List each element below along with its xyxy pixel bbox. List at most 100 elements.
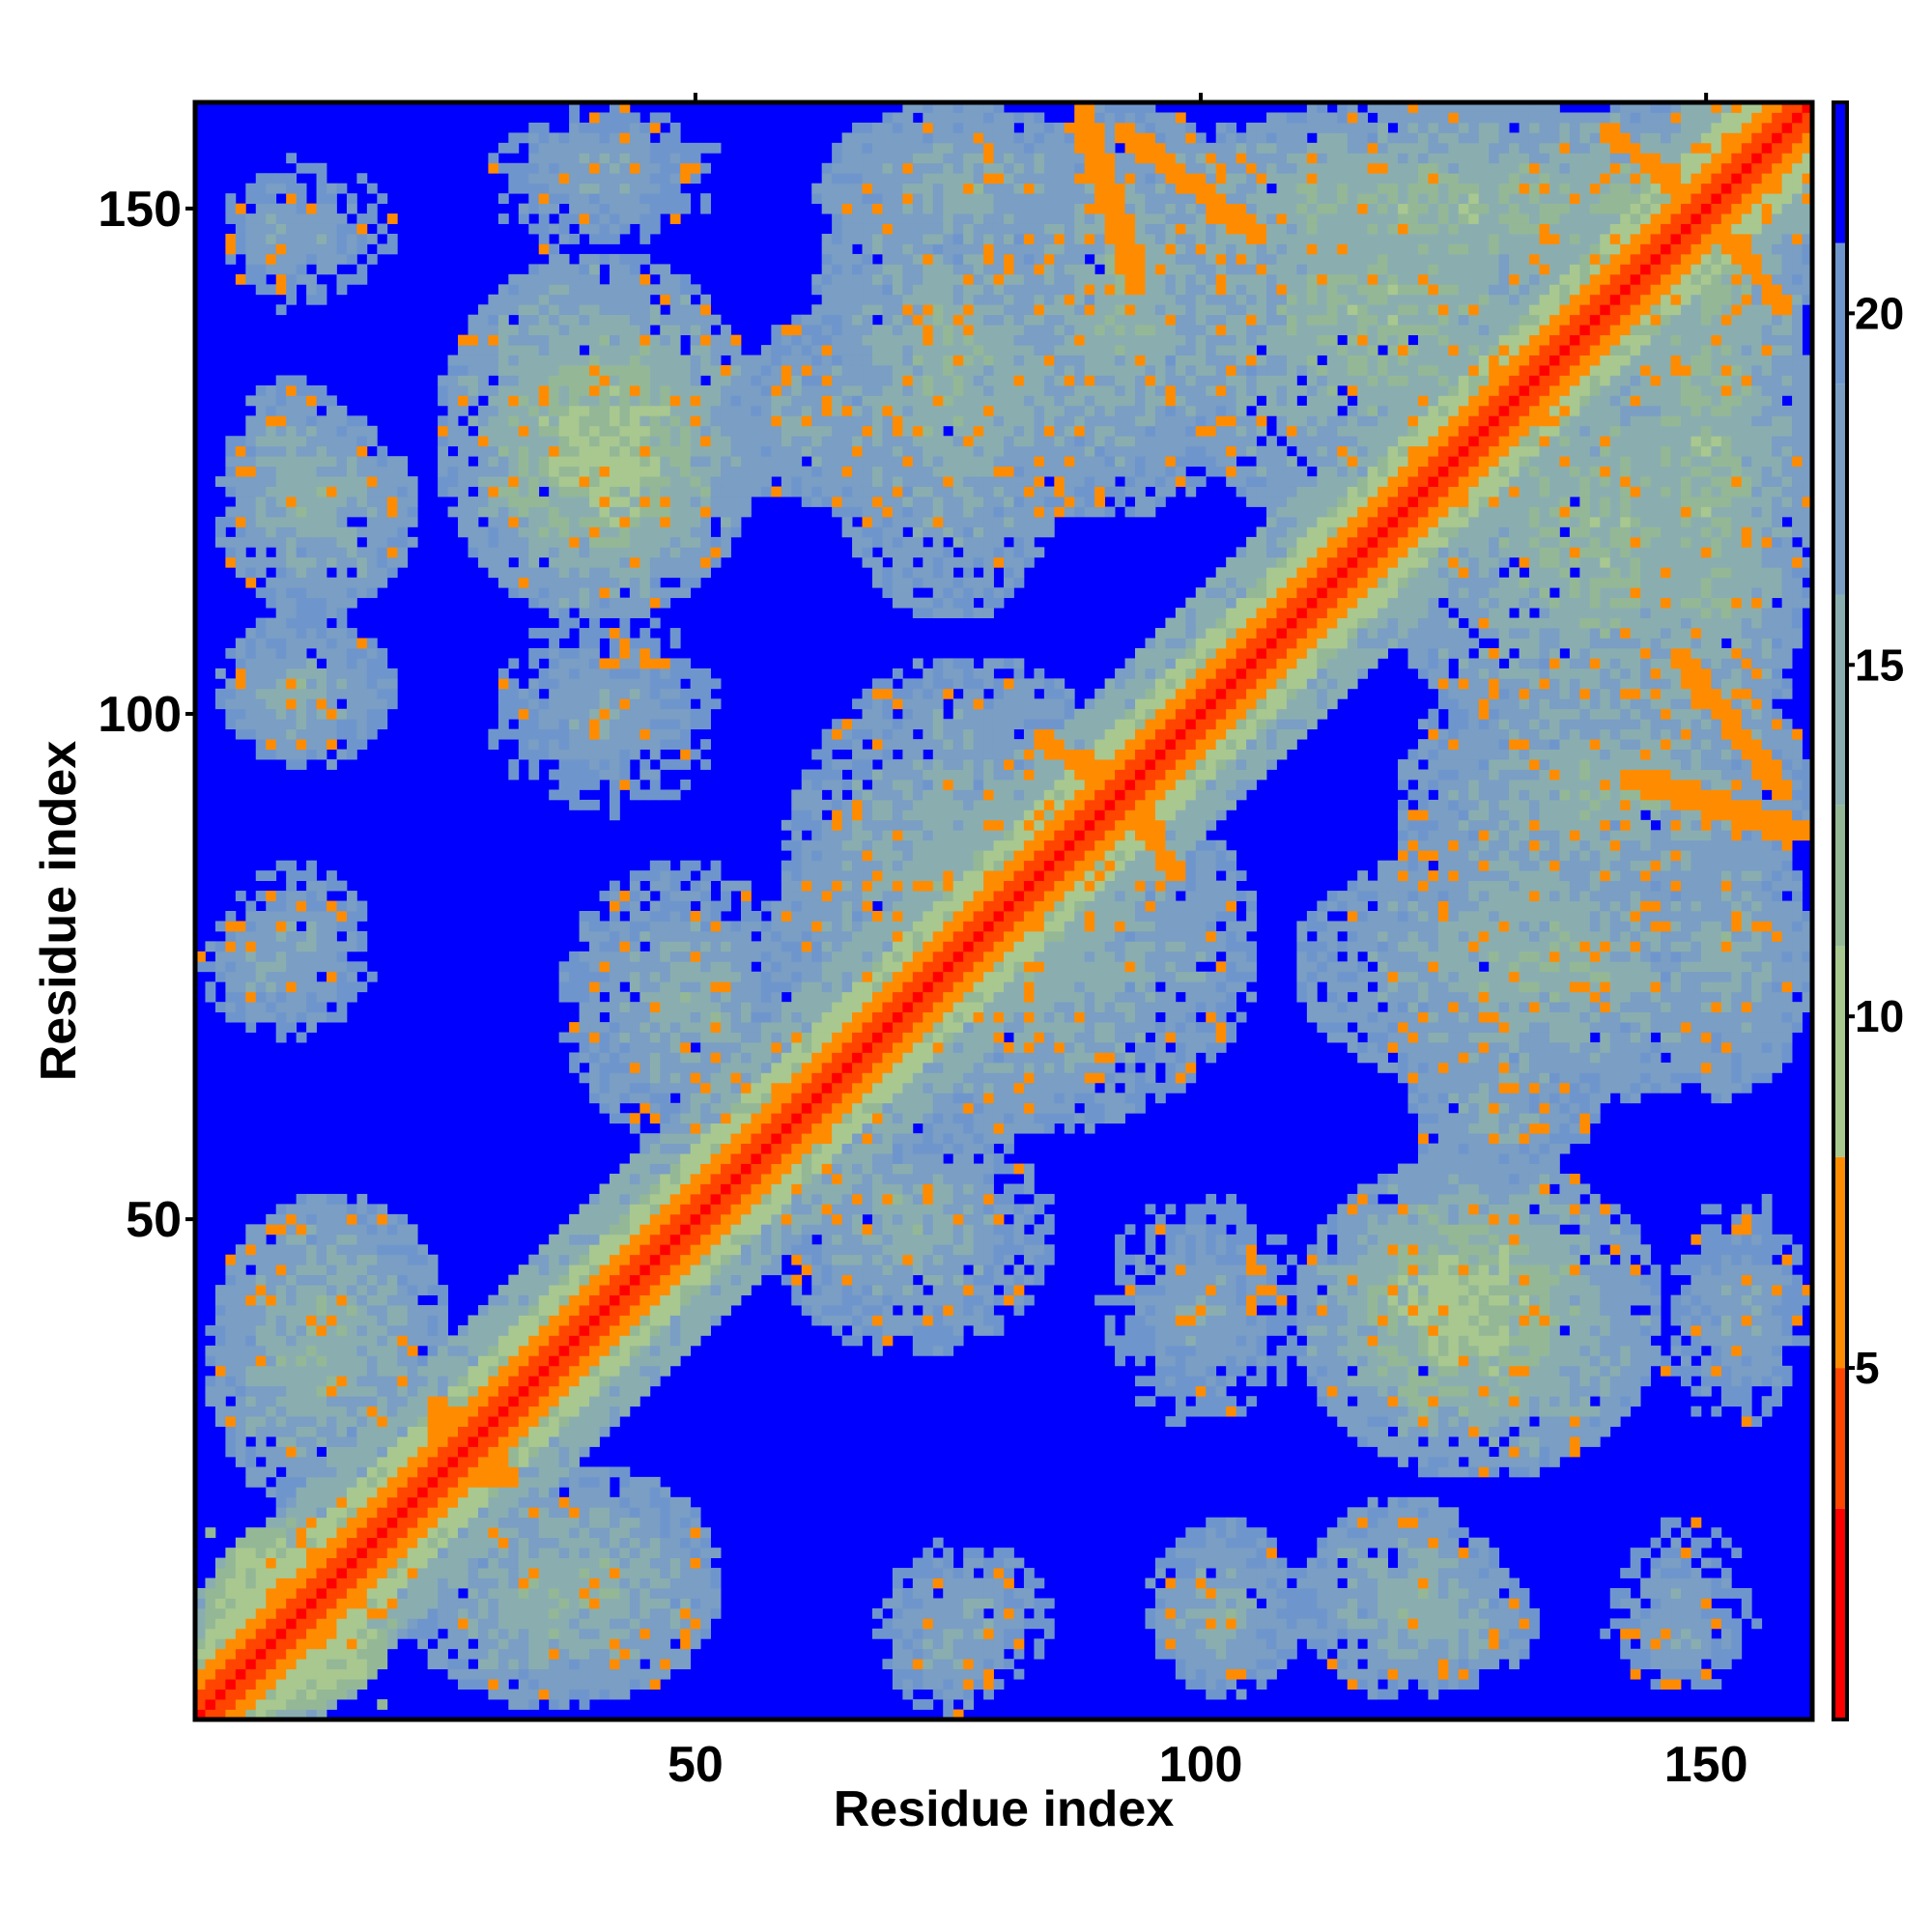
heatmap-cell [538,1668,550,1680]
heatmap-cell [1448,1568,1460,1578]
heatmap-cell [316,1193,327,1205]
heatmap-cell [1640,1355,1651,1367]
heatmap-cell [1620,1618,1632,1630]
heatmap-cell [811,1163,823,1175]
heatmap-cell [245,1385,257,1397]
heatmap-cell [841,1204,853,1215]
heatmap-cell [235,1648,246,1660]
heatmap-cell [549,1527,560,1539]
heatmap-cell [336,1476,348,1488]
heatmap-cell [589,1224,600,1236]
heatmap-cell [912,1174,923,1184]
heatmap-cell [1378,1628,1388,1639]
heatmap-cell [1236,1335,1247,1347]
heatmap-cell [1509,1224,1520,1236]
heatmap-cell [468,1365,479,1377]
heatmap-cell [518,1648,529,1660]
heatmap-cell [518,1305,529,1316]
heatmap-cell [1215,1254,1227,1265]
heatmap-cell [1185,1638,1197,1650]
heatmap-cell [1367,1315,1378,1326]
heatmap-cell [1630,1294,1641,1306]
heatmap-cell [497,1618,509,1630]
heatmap-cell [1387,1628,1399,1639]
heatmap-cell [356,1305,368,1316]
heatmap-cell [1559,1385,1571,1397]
heatmap-cell [1378,1638,1388,1650]
heatmap-cell [892,1618,903,1630]
heatmap-cell [286,1699,298,1710]
heatmap-cell [1489,1234,1500,1245]
heatmap-cell [710,1598,722,1609]
heatmap-cell [730,1174,742,1184]
heatmap-cell [892,1607,903,1619]
heatmap-cell [1569,1406,1580,1417]
heatmap-cell [538,1618,550,1630]
heatmap-cell [447,1416,459,1427]
heatmap-cell [397,1587,409,1599]
heatmap-cell [1700,1618,1712,1630]
heatmap-cell [1347,1668,1358,1680]
heatmap-cell [1266,1568,1277,1578]
heatmap-cell [1296,1607,1308,1619]
heatmap-cell [660,1204,671,1215]
heatmap-cell [811,1143,823,1154]
heatmap-cell [1559,1193,1571,1205]
heatmap-cell [497,1285,509,1295]
heatmap-cell [397,1274,409,1286]
heatmap-cell [255,1568,267,1578]
heatmap-cell [680,1315,692,1326]
heatmap-cell [1145,1324,1156,1336]
heatmap-cell [225,1607,237,1619]
heatmap-cell [1034,1244,1045,1256]
heatmap-cell [1357,1365,1369,1377]
heatmap-cell [235,1406,246,1417]
heatmap-cell [1478,1426,1490,1437]
heatmap-cell [1306,1305,1318,1316]
heatmap-cell [629,1264,640,1276]
heatmap-cell [1458,1607,1469,1619]
heatmap-cell [660,1244,671,1256]
heatmap-cell [1620,1305,1632,1316]
heatmap-cell [477,1537,489,1548]
heatmap-cell [1317,1568,1328,1578]
heatmap-cell [477,1679,489,1690]
heatmap-cell [458,1628,469,1639]
heatmap-cell [619,1183,631,1195]
heatmap-cell [1317,1274,1328,1286]
heatmap-cell [195,1638,206,1650]
heatmap-cell [1236,1234,1247,1245]
heatmap-cell [811,1254,823,1265]
heatmap-cell [1428,1264,1439,1276]
heatmap-cell [1226,1587,1237,1599]
heatmap-cell [943,1648,954,1660]
heatmap-cell [245,1709,257,1720]
heatmap-cell [1226,1345,1237,1356]
heatmap-cell [639,1527,651,1539]
heatmap-cell [477,1446,489,1458]
heatmap-cell [1700,1294,1712,1306]
heatmap-cell [1326,1324,1338,1336]
heatmap-cell [528,1466,540,1478]
heatmap-cell [660,1183,671,1195]
heatmap-cell [1609,1305,1621,1316]
heatmap-cell [558,1557,570,1569]
heatmap-cell [518,1628,529,1639]
heatmap-cell [1387,1204,1399,1215]
heatmap-cell [923,1234,934,1245]
heatmap-cell [558,1659,570,1670]
heatmap-cell [1124,1294,1136,1306]
heatmap-cell [1296,1568,1308,1578]
heatmap-cell [1417,1426,1429,1437]
heatmap-cell [1579,1365,1591,1377]
heatmap-cell [740,1174,752,1184]
heatmap-cell [1337,1537,1349,1548]
heatmap-cell [549,1285,560,1295]
heatmap-cell [1468,1264,1480,1276]
heatmap-cell [286,1476,298,1488]
heatmap-cell [771,1153,782,1164]
heatmap-cell [619,1507,631,1519]
heatmap-cell [1357,1274,1369,1286]
heatmap-cell [508,1376,520,1387]
heatmap-cell [760,1264,772,1276]
